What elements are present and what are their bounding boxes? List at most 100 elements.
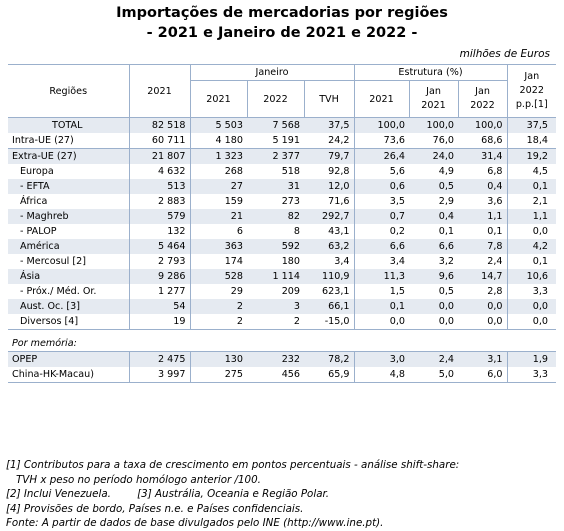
value-cell-ej2022: 3,1 <box>458 351 508 367</box>
value-cell-ej2021: 0,5 <box>438 286 455 297</box>
spacer-cell <box>458 329 508 336</box>
value-cell-jan2021: 5 503 <box>189 117 247 133</box>
region-cell: Diversos [4] <box>8 314 129 330</box>
value-cell-jan2021: 21 <box>189 209 247 224</box>
region-cell: Ásia <box>8 269 129 284</box>
value-cell-ej2022: 6,8 <box>487 166 503 177</box>
header-jan-pp-line2: 2022 <box>519 85 544 96</box>
value-cell-e2021: 4,8 <box>353 367 410 383</box>
value-cell-v2021: 82 518 <box>128 117 190 133</box>
table-body: TOTAL 82 518 5 503 7 568 37,5 100,0 100,0 100,0… <box>8 117 557 383</box>
header-est-2021: 2021 <box>353 80 410 118</box>
table-row: - Maghreb 579 21 82 292,7 0,7 0,4 1,1 1,1 <box>8 209 557 224</box>
value-cell-jan2022: 5 191 <box>272 135 300 146</box>
value-cell-ej2021: 5,0 <box>409 367 459 383</box>
value-cell-ej2022: 3,6 <box>487 196 503 207</box>
value-cell-jan2021: 174 <box>189 254 247 269</box>
spacer-cell <box>129 329 190 336</box>
value-cell-ej2022: 31,4 <box>458 148 508 164</box>
value-cell-ej2021: 9,6 <box>409 269 459 284</box>
region-cell: OPEP <box>8 351 129 367</box>
value-cell-jan2022: 273 <box>281 196 300 207</box>
value-cell-jan2021: 528 <box>189 269 247 284</box>
value-cell-v2021: 2 793 <box>128 254 190 269</box>
value-cell-v2021: 2 475 <box>128 351 190 367</box>
table-header: Regiões 2021 Janeiro Estrutura (%) Jan 2… <box>8 64 557 118</box>
value-cell-pp: 0,0 <box>506 299 557 314</box>
table-row: África 2 883 159 273 71,6 3,5 2,9 3,6 2,1 <box>8 194 557 209</box>
value-cell-ej2021: 0,4 <box>409 209 459 224</box>
memo-label-row: Por memória: <box>8 336 557 352</box>
value-cell-ej2022: 14,7 <box>458 269 508 284</box>
table-row: Aust. Oc. [3] 54 2 3 66,1 0,1 0,0 0,0 0,0 <box>8 299 557 314</box>
region-cell: América <box>8 239 129 254</box>
header-est-jan-2021-a: Jan <box>426 86 441 97</box>
value-cell-jan2022: 209 <box>281 286 300 297</box>
region-cell: - Maghreb <box>8 209 129 224</box>
value-cell-v2021: 21 807 <box>128 148 190 164</box>
value-cell-jan2022: 2 <box>247 314 304 330</box>
value-cell-pp: 3,3 <box>506 284 557 299</box>
header-est-jan-2021: Jan 2021 <box>408 80 459 118</box>
table-row: OPEP 2 475 130 232 78,2 3,0 2,4 3,1 1,9 <box>8 351 557 367</box>
spacer-cell <box>409 329 459 336</box>
value-cell-tvh: 12,0 <box>304 179 355 194</box>
region-cell: África <box>20 196 48 207</box>
value-cell-jan2022: 3 <box>247 299 304 314</box>
region-cell: - Próx./ Méd. Or. <box>20 286 97 297</box>
value-cell-jan2022: 82 <box>247 209 304 224</box>
value-cell-e2021: 0,1 <box>353 299 410 314</box>
table-row: Europa 4 632 268 518 92,8 5,6 4,9 6,8 4,5 <box>8 164 557 179</box>
spacer-cell <box>247 329 304 336</box>
table-row: - Próx./ Méd. Or. 1 277 29 209 623,1 1,5 0,5 2,… <box>8 284 557 299</box>
value-cell-jan2022: 2 377 <box>247 148 304 164</box>
region-cell: - Mercosul [2] <box>20 256 86 267</box>
region-cell: Intra-UE (27) <box>12 135 74 146</box>
value-cell-jan2021: 4 180 <box>189 133 247 149</box>
value-cell-ej2021: 0,5 <box>409 179 459 194</box>
region-cell: Europa <box>20 166 54 177</box>
table-row: TOTAL 82 518 5 503 7 568 37,5 100,0 100,0 100,0… <box>8 117 557 133</box>
value-cell-jan2021: 6 <box>189 224 247 239</box>
table-row: Ásia 9 286 528 1 114 110,9 11,3 9,6 14,7 10,6 <box>8 269 557 284</box>
value-cell-v2021: 3 997 <box>128 367 190 383</box>
spacer-cell <box>354 329 410 336</box>
value-cell-ej2021: 0,1 <box>438 226 455 237</box>
value-cell-tvh: 292,7 <box>304 209 355 224</box>
value-cell-pp: 3,3 <box>506 367 557 383</box>
spacer-cell <box>8 329 129 336</box>
value-cell-e2021: 3,0 <box>353 351 410 367</box>
footnote-1: [1] Contributos para a taxa de crescimen… <box>6 459 460 471</box>
value-cell-e2021: 11,3 <box>353 269 410 284</box>
value-cell-pp: 4,5 <box>506 164 557 179</box>
value-cell-v2021: 579 <box>128 209 190 224</box>
value-cell-tvh: 66,1 <box>304 299 355 314</box>
value-cell-jan2021: 1 323 <box>189 148 247 164</box>
value-cell-jan2021: 159 <box>189 194 247 209</box>
value-cell-ej2021: 76,0 <box>432 135 455 146</box>
value-cell-jan2022: 1 114 <box>247 269 304 284</box>
value-cell-jan2021: 29 <box>189 284 247 299</box>
value-cell-pp: 0,0 <box>506 224 557 239</box>
value-cell-tvh: 71,6 <box>328 196 350 207</box>
table-row: - EFTA 513 27 31 12,0 0,6 0,5 0,4 0,1 <box>8 179 557 194</box>
value-cell-jan2022: 180 <box>281 256 300 267</box>
value-cell-v2021: 19 <box>128 314 190 330</box>
table-row: Diversos [4] 19 2 2 -15,0 0,0 0,0 0,0 0,0 <box>8 314 557 330</box>
value-cell-tvh: 110,9 <box>304 269 355 284</box>
value-cell-ej2021: 2,9 <box>438 196 455 207</box>
header-est-jan-2022-b: 2022 <box>470 100 495 111</box>
value-cell-v2021: 54 <box>128 299 190 314</box>
spacer-cell <box>507 329 557 336</box>
value-cell-e2021: 100,0 <box>353 117 410 133</box>
value-cell-tvh: 623,1 <box>322 286 350 297</box>
value-cell-jan2021: 363 <box>189 239 247 254</box>
value-cell-tvh: 37,5 <box>304 117 355 133</box>
value-cell-jan2021: 2 <box>189 314 247 330</box>
value-cell-v2021: 132 <box>128 224 190 239</box>
header-jan-2022: 2022 <box>246 80 304 118</box>
value-cell-jan2022: 31 <box>247 179 304 194</box>
value-cell-pp: 37,5 <box>506 117 557 133</box>
value-cell-jan2022: 456 <box>247 367 304 383</box>
value-cell-tvh: 79,7 <box>304 148 355 164</box>
